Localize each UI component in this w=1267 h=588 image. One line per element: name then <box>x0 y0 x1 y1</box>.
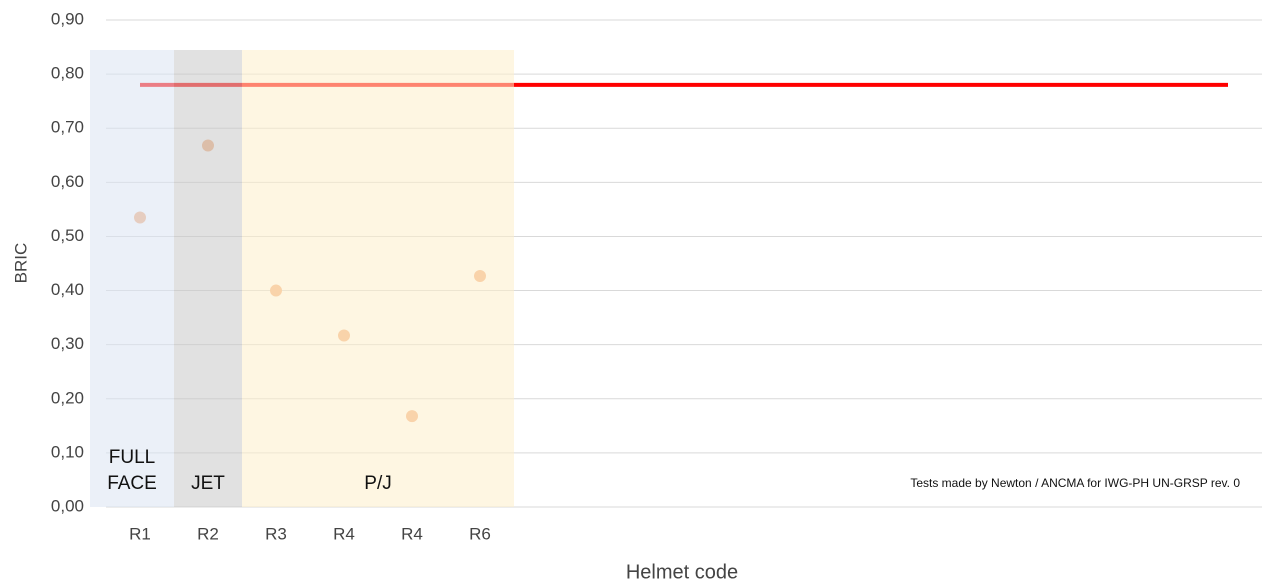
y-tick-label: 0,00 <box>51 496 84 515</box>
x-tick-label: R3 <box>265 524 287 543</box>
y-tick-label: 0,20 <box>51 388 84 407</box>
y-tick-label: 0,40 <box>51 280 84 299</box>
x-tick-label: R1 <box>129 524 151 543</box>
y-tick-label: 0,90 <box>51 9 84 28</box>
y-tick-label: 0,10 <box>51 442 84 461</box>
region-label: JET <box>191 473 225 494</box>
x-tick-label: R4 <box>401 524 423 543</box>
region <box>90 50 174 507</box>
region <box>242 50 514 507</box>
x-tick-label: R2 <box>197 524 219 543</box>
x-tick-label: R4 <box>333 524 355 543</box>
region-label: FULL FACE <box>107 447 157 494</box>
y-tick-label: 0,80 <box>51 64 84 83</box>
region <box>174 50 242 507</box>
y-tick-label: 0,70 <box>51 118 84 137</box>
x-axis-label: Helmet code <box>626 561 738 583</box>
y-tick-label: 0,60 <box>51 172 84 191</box>
y-tick-label: 0,50 <box>51 226 84 245</box>
x-tick-label: R6 <box>469 524 491 543</box>
y-tick-label: 0,30 <box>51 334 84 353</box>
region-label: P/J <box>364 473 392 494</box>
y-axis-label: BRIC <box>11 243 30 284</box>
annotation: Tests made by Newton / ANCMA for IWG-PH … <box>910 476 1240 490</box>
